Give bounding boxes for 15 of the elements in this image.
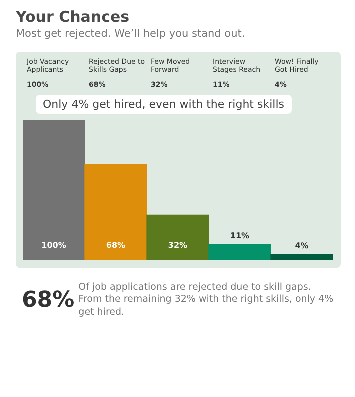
text: Only 4% get hired, even with the right skills xyxy=(36,95,292,114)
chart-subtitle: Most get rejected. We’ll help you stand out. xyxy=(16,28,246,40)
bar xyxy=(208,244,272,260)
text: 100% xyxy=(42,241,66,250)
bar xyxy=(84,164,148,260)
text: 4% xyxy=(295,241,309,250)
text: 32% xyxy=(168,241,188,250)
bar xyxy=(23,120,86,260)
chart-title: Your Chances xyxy=(16,8,131,26)
bar xyxy=(146,214,210,260)
bar xyxy=(270,254,333,260)
text: Of job applications are rejected due to skill gaps. From the remaining 32% with the right skills, only 4% get hired. xyxy=(78,282,334,320)
text: 68% xyxy=(106,241,126,250)
text: 11% xyxy=(230,232,250,241)
text: 68% xyxy=(22,288,75,314)
